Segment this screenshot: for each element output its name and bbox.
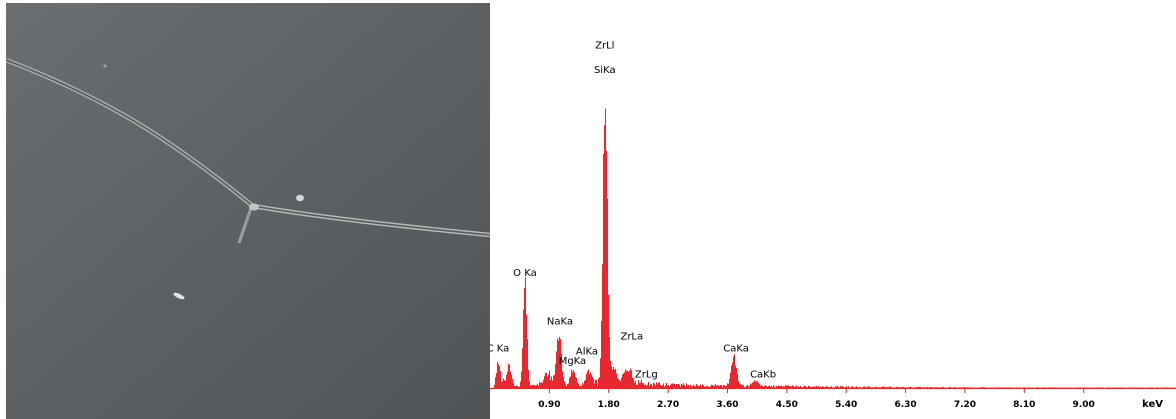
x-tick-label: 9.00 [1073, 400, 1095, 410]
peak-label: C Ka [490, 344, 509, 355]
x-tick-label: 0.90 [538, 400, 560, 410]
x-tick-label: 2.70 [657, 400, 679, 410]
particle-3 [103, 64, 107, 68]
peak-label: ZrLg [635, 369, 658, 380]
sem-background [6, 3, 490, 419]
peak-label: O Ka [513, 268, 537, 279]
junction-node [249, 203, 259, 211]
peak-label: MgKa [559, 356, 587, 367]
peak-label: ZrLl [595, 41, 614, 52]
x-tick-label: 1.80 [598, 400, 620, 410]
x-tick-label: 5.40 [835, 400, 857, 410]
fiber-left-core [6, 59, 254, 207]
peak-label: CaKa [723, 344, 749, 355]
peak-label: AlKa [576, 347, 598, 358]
peak-label: CaKb [750, 369, 776, 380]
sem-micrograph [6, 3, 490, 419]
peak-label: NaKa [547, 316, 573, 327]
x-tick-label: 4.50 [776, 400, 798, 410]
particle-2 [173, 292, 185, 300]
x-unit-label: keV [1142, 399, 1163, 410]
x-tick-label: 8.10 [1013, 400, 1035, 410]
particle-1 [296, 194, 304, 202]
fiber-right-core [252, 205, 490, 236]
x-tick-label: 6.30 [894, 400, 916, 410]
fiber-branch [237, 207, 253, 244]
x-tick-label: 7.20 [954, 400, 976, 410]
eds-spectrum: 0.90 1.80 2.70 3.60 4.50 5.40 6.30 7.20 8.10 9.00… [490, 41, 1176, 410]
x-tick-label: 3.60 [716, 400, 738, 410]
peak-label: ZrLa [620, 332, 643, 343]
peak-label: SiKa [594, 65, 616, 76]
